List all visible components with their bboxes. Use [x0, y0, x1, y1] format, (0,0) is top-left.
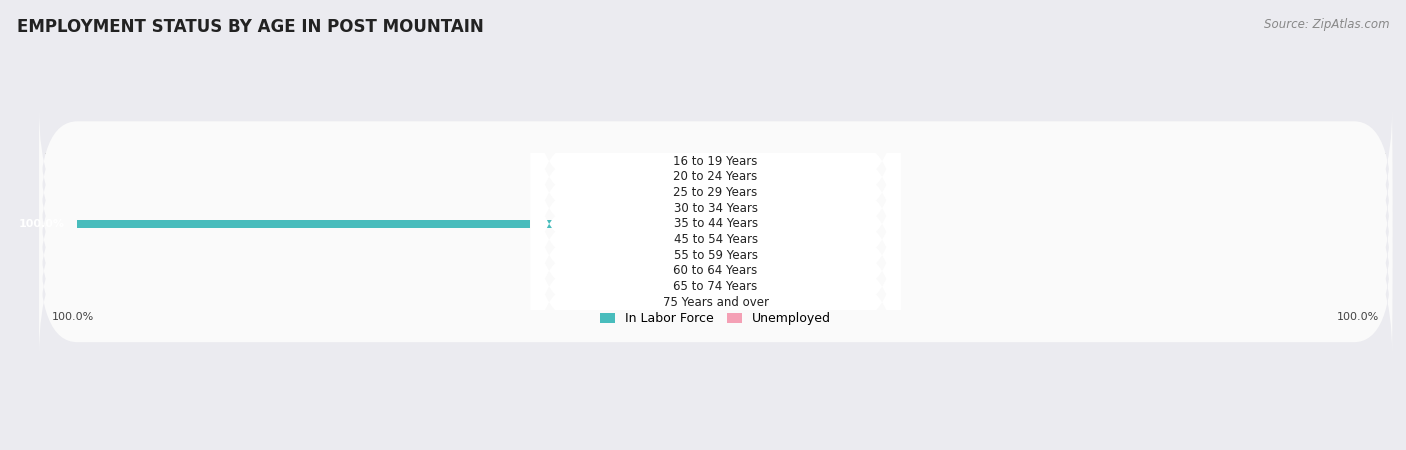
Text: 16 to 19 Years: 16 to 19 Years [673, 155, 758, 168]
FancyBboxPatch shape [530, 165, 901, 377]
Text: 0.0%: 0.0% [831, 188, 859, 198]
FancyBboxPatch shape [39, 123, 1392, 231]
Text: 20 to 24 Years: 20 to 24 Years [673, 171, 758, 184]
FancyBboxPatch shape [530, 181, 901, 392]
Bar [716, 236, 811, 243]
FancyBboxPatch shape [530, 71, 901, 283]
Text: 55 to 59 Years: 55 to 59 Years [673, 249, 758, 262]
FancyBboxPatch shape [39, 185, 1392, 294]
Text: 0.0%: 0.0% [831, 203, 859, 213]
Text: 0.0%: 0.0% [831, 156, 859, 166]
Bar [620, 205, 716, 212]
Text: 100.0%: 100.0% [18, 219, 65, 229]
Text: 0.0%: 0.0% [831, 250, 859, 260]
Bar [620, 299, 716, 306]
Text: 0.0%: 0.0% [572, 297, 600, 307]
Text: 0.0%: 0.0% [831, 282, 859, 292]
FancyBboxPatch shape [39, 201, 1392, 310]
Text: 65 to 74 Years: 65 to 74 Years [673, 280, 758, 293]
Text: 100.0%: 100.0% [52, 312, 94, 323]
Text: 45 to 54 Years: 45 to 54 Years [673, 233, 758, 246]
Text: 0.0%: 0.0% [572, 156, 600, 166]
Bar [716, 158, 811, 165]
Bar [620, 267, 716, 274]
Text: 0.0%: 0.0% [572, 203, 600, 213]
Text: Source: ZipAtlas.com: Source: ZipAtlas.com [1264, 18, 1389, 31]
Bar [620, 189, 716, 196]
FancyBboxPatch shape [39, 170, 1392, 278]
FancyBboxPatch shape [530, 87, 901, 298]
Text: 75 Years and over: 75 Years and over [662, 296, 769, 309]
Bar [620, 173, 716, 180]
Bar [716, 267, 811, 274]
Text: 0.0%: 0.0% [572, 250, 600, 260]
FancyBboxPatch shape [39, 217, 1392, 325]
Text: 0.0%: 0.0% [831, 266, 859, 276]
Text: 0.0%: 0.0% [572, 234, 600, 245]
Bar [716, 205, 811, 212]
FancyBboxPatch shape [530, 197, 901, 408]
FancyBboxPatch shape [530, 134, 901, 345]
Text: 0.0%: 0.0% [831, 172, 859, 182]
FancyBboxPatch shape [39, 139, 1392, 247]
FancyBboxPatch shape [530, 118, 901, 329]
Legend: In Labor Force, Unemployed: In Labor Force, Unemployed [596, 308, 835, 329]
Bar [716, 299, 811, 306]
FancyBboxPatch shape [530, 55, 901, 267]
Bar [620, 236, 716, 243]
Bar [620, 283, 716, 290]
Bar [716, 283, 811, 290]
Bar [716, 252, 811, 259]
Text: 0.0%: 0.0% [831, 219, 859, 229]
FancyBboxPatch shape [39, 248, 1392, 356]
FancyBboxPatch shape [530, 103, 901, 314]
Text: EMPLOYMENT STATUS BY AGE IN POST MOUNTAIN: EMPLOYMENT STATUS BY AGE IN POST MOUNTAI… [17, 18, 484, 36]
Text: 25 to 29 Years: 25 to 29 Years [673, 186, 758, 199]
Text: 0.0%: 0.0% [831, 297, 859, 307]
FancyBboxPatch shape [530, 149, 901, 361]
Text: 0.0%: 0.0% [831, 234, 859, 245]
Bar [620, 252, 716, 259]
Bar [716, 173, 811, 180]
FancyBboxPatch shape [39, 154, 1392, 262]
Text: 0.0%: 0.0% [572, 188, 600, 198]
FancyBboxPatch shape [39, 233, 1392, 341]
Bar [620, 158, 716, 165]
Text: 0.0%: 0.0% [572, 282, 600, 292]
Text: 100.0%: 100.0% [1337, 312, 1379, 323]
Bar [716, 220, 811, 228]
Text: 0.0%: 0.0% [572, 266, 600, 276]
Text: 0.0%: 0.0% [572, 172, 600, 182]
Text: 60 to 64 Years: 60 to 64 Years [673, 265, 758, 278]
Text: 30 to 34 Years: 30 to 34 Years [673, 202, 758, 215]
Bar [716, 189, 811, 196]
Text: 35 to 44 Years: 35 to 44 Years [673, 217, 758, 230]
Bar [77, 220, 716, 228]
FancyBboxPatch shape [39, 107, 1392, 216]
